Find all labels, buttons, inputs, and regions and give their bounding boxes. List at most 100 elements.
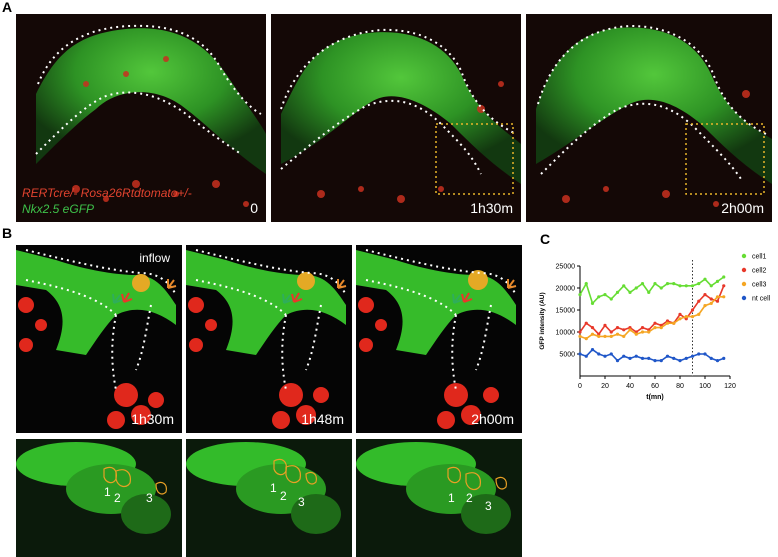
data-point xyxy=(634,354,638,358)
data-point xyxy=(653,282,657,286)
cell-number-2: 2 xyxy=(114,491,121,505)
data-point xyxy=(615,290,620,294)
data-point xyxy=(628,290,632,294)
cell-number-3: 3 xyxy=(485,499,492,513)
data-point xyxy=(653,326,657,330)
data-point xyxy=(647,330,651,334)
data-point xyxy=(653,359,657,363)
data-point xyxy=(659,326,663,330)
x-tick-label: 120 xyxy=(724,383,736,390)
data-point xyxy=(703,352,707,356)
data-point xyxy=(597,295,601,299)
data-point xyxy=(609,352,613,356)
panel-label-c: C xyxy=(540,231,551,247)
data-point xyxy=(615,359,620,363)
data-point xyxy=(597,352,601,356)
data-point xyxy=(609,297,613,301)
x-tick-label: 100 xyxy=(699,383,711,390)
micrograph-b-1: inflow 1h30m xyxy=(16,245,182,433)
data-point xyxy=(697,312,701,316)
y-tick-label: 25000 xyxy=(556,264,576,271)
cell-number-2: 2 xyxy=(280,489,287,503)
data-point xyxy=(590,326,595,330)
y-tick-label: 20000 xyxy=(556,286,576,293)
data-point xyxy=(715,359,720,363)
x-axis-label: t(mn) xyxy=(646,394,664,401)
data-point xyxy=(703,277,707,281)
micrograph-b-2: 1h48m xyxy=(186,245,352,433)
data-point xyxy=(690,354,695,358)
timestamp-b-3: 2h00m xyxy=(471,411,514,427)
data-point xyxy=(640,326,645,330)
zoom-b-1: 1 2 3 xyxy=(16,439,182,557)
zoom-b-2: 1 2 3 xyxy=(186,439,352,557)
data-point xyxy=(672,321,676,325)
data-point xyxy=(665,319,670,323)
data-point xyxy=(628,356,632,360)
zoom-drawing xyxy=(16,439,182,557)
tissue-drawing xyxy=(271,14,521,222)
micrograph-a-2: 2h00m xyxy=(526,14,772,222)
data-point xyxy=(603,293,607,297)
x-tick-label: 20 xyxy=(601,383,609,390)
data-point xyxy=(684,315,688,319)
data-point xyxy=(647,356,651,360)
x-tick-label: 0 xyxy=(578,383,582,390)
gfp-intensity-chart: 0 20 40 60 80 100 120 5000 10000 15000 20000 25000 t… xyxy=(536,246,778,406)
legend-marker xyxy=(741,267,747,273)
panel-label-a: A xyxy=(2,0,13,15)
x-tick-label: 40 xyxy=(626,383,634,390)
zoom-drawing xyxy=(186,439,352,557)
data-point xyxy=(697,299,701,303)
micrograph-b-3: 2h00m xyxy=(356,245,522,433)
data-point xyxy=(590,301,595,305)
data-point xyxy=(584,282,588,286)
data-point xyxy=(615,326,620,330)
tissue-drawing xyxy=(356,245,522,433)
data-point xyxy=(659,286,663,290)
data-point xyxy=(703,293,707,297)
data-point xyxy=(690,284,695,288)
data-point xyxy=(722,275,726,279)
data-point xyxy=(640,282,645,286)
data-point xyxy=(653,321,657,325)
x-tick-label: 80 xyxy=(676,383,684,390)
data-point xyxy=(634,286,638,290)
data-point xyxy=(709,356,713,360)
data-point xyxy=(578,352,582,356)
zoom-drawing xyxy=(356,439,522,557)
data-point xyxy=(697,282,701,286)
data-point xyxy=(665,354,670,358)
legend-marker xyxy=(741,281,747,287)
data-point xyxy=(597,332,601,336)
data-point xyxy=(597,334,601,338)
data-point xyxy=(672,282,676,286)
data-point xyxy=(628,328,632,332)
data-point xyxy=(722,284,726,288)
data-point xyxy=(640,330,645,334)
inflow-label: inflow xyxy=(139,251,170,265)
cell-number-1: 1 xyxy=(104,485,111,499)
data-point xyxy=(615,332,620,336)
y-axis-label: GFP intensity (AU) xyxy=(539,292,546,349)
chart-svg: 0 20 40 60 80 100 120 5000 10000 15000 20000 25000 t… xyxy=(539,254,771,402)
legend-gfp: Nkx2.5 eGFP xyxy=(22,202,95,216)
data-point xyxy=(715,299,720,303)
series-line-0 xyxy=(579,276,725,305)
micrograph-a-1: 1h30m xyxy=(271,14,521,222)
data-point xyxy=(578,334,582,338)
data-point xyxy=(690,315,695,319)
y-tick-label: 10000 xyxy=(556,330,576,337)
legend-label: cell1 xyxy=(752,254,767,261)
data-point xyxy=(603,323,607,327)
timestamp-a-3: 2h00m xyxy=(721,200,764,216)
data-point xyxy=(697,352,701,356)
data-point xyxy=(584,337,588,341)
data-point xyxy=(640,356,645,360)
data-point xyxy=(622,328,626,332)
x-tick-label: 60 xyxy=(651,383,659,390)
legend-tomato: RERTcre/- Rosa26Rtdtomato+/- xyxy=(22,186,192,200)
data-point xyxy=(603,334,607,338)
data-point xyxy=(665,321,670,325)
data-point xyxy=(709,297,713,301)
